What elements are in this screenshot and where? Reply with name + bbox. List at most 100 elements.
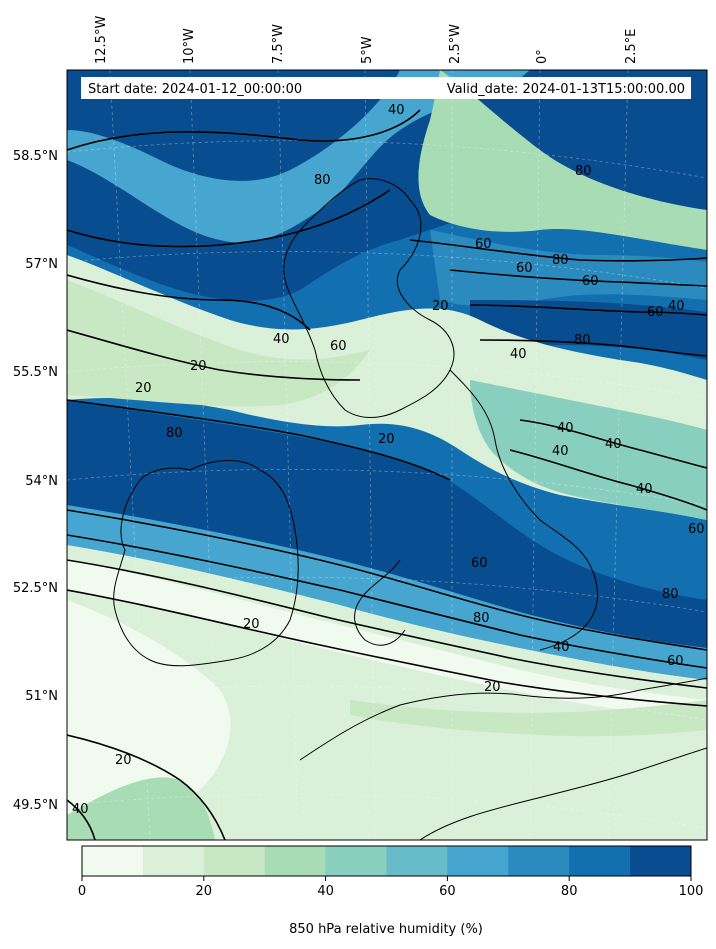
contour-line: [67, 534, 707, 669]
humidity-band-south-edge: [67, 505, 707, 680]
graticule-meridian: [607, 70, 629, 840]
contour-line: [449, 269, 707, 287]
colorbar-cell: [203, 846, 266, 876]
contour-line: [67, 189, 391, 248]
contour-label: 20: [432, 299, 449, 314]
contour-label: 80: [574, 333, 591, 348]
longitude-label: 7.5°W: [271, 24, 286, 64]
graticule-meridian: [189, 70, 221, 840]
contour-label: 20: [190, 359, 207, 374]
contour-line: [67, 799, 96, 840]
start-date-label: Start date: 2024-01-12_00:00:00: [88, 82, 302, 97]
contour-line: [67, 329, 361, 381]
humidity-band-south-pale2: [350, 700, 707, 737]
contour-label: 60: [475, 237, 492, 252]
contour-line: [67, 559, 707, 689]
contour-line: [67, 274, 311, 331]
contour-line: [479, 339, 707, 357]
humidity-band-south-pale: [67, 560, 707, 720]
colorbar-tick-label: 100: [679, 884, 704, 899]
colorbar-cell: [142, 846, 205, 876]
graticule: [67, 70, 707, 840]
contour-label: 40: [636, 482, 653, 497]
contour-line: [469, 304, 707, 316]
humidity-band-southwest-mid: [67, 777, 215, 840]
contour-line: [67, 399, 451, 481]
longitude-label: 0°: [535, 49, 550, 64]
contour-label: 60: [330, 339, 347, 354]
graticule-meridian: [529, 70, 541, 840]
contour-label: 40: [273, 332, 290, 347]
humidity-band-channel-mid: [430, 230, 707, 306]
contour-label: 20: [484, 680, 501, 695]
longitude-label: 2.5°W: [448, 24, 463, 64]
colorbar-cell: [264, 846, 327, 876]
colorbar-cells: [82, 846, 692, 876]
coastline-ireland: [113, 460, 299, 667]
latitude-labels: 58.5°N 57°N 55.5°N 54°N 52.5°N 51°N 49.5…: [13, 149, 58, 813]
map-frame: [66, 69, 708, 841]
graticule-meridian: [109, 70, 151, 840]
coastline-scotland: [283, 178, 455, 418]
contour-label: 40: [553, 640, 570, 655]
latitude-label: 55.5°N: [13, 365, 58, 380]
contour-labels: 40 80 80 60 60 60 40 40 20 80 40 20 20 2…: [72, 103, 705, 817]
contour-line: [519, 419, 707, 469]
contours: [67, 109, 707, 840]
latitude-label: 57°N: [25, 257, 58, 272]
contour-label: 60: [471, 556, 488, 571]
valid-date-label: Valid_date: 2024-01-13T15:00:00.00: [447, 82, 685, 97]
coastlines: [113, 178, 707, 840]
contour-label: 80: [575, 164, 592, 179]
contour-label: 40: [557, 421, 574, 436]
colorbar-tick-label: 80: [561, 884, 578, 899]
humidity-band-southwest-pale: [67, 600, 231, 815]
contour-label: 80: [552, 253, 569, 268]
colorbar-cell: [386, 846, 448, 876]
humidity-band-north-light: [418, 70, 707, 250]
contour-label: 60: [688, 522, 705, 537]
contour-label: 80: [662, 587, 679, 602]
humidity-band-central-pale: [67, 280, 370, 407]
colorbar-cell: [508, 846, 570, 876]
humidity-band-south-dark: [67, 400, 707, 660]
colorbar-ticks: 0 20 40 60 80 100: [78, 876, 704, 899]
coastline-france: [419, 747, 707, 840]
colorbar-cell: [82, 846, 144, 876]
coastline-wales: [354, 559, 406, 646]
latitude-label: 51°N: [25, 689, 58, 704]
contour-label: 40: [552, 444, 569, 459]
contour-line: [67, 589, 707, 707]
contour-label: 80: [166, 426, 183, 441]
colorbar-tick-label: 60: [439, 884, 456, 899]
map-panel: 40 80 80 60 60 60 40 40 20 80 40 20 20 2…: [67, 70, 707, 840]
longitude-label: 2.5°E: [624, 29, 639, 64]
contour-label: 40: [510, 347, 527, 362]
contour-label: 60: [582, 274, 599, 289]
longitude-label: 10°W: [182, 28, 197, 64]
colorbar-tick-label: 20: [196, 884, 213, 899]
humidity-fill: [67, 70, 707, 840]
colorbar: 0 20 40 60 80 100 850 hPa relative humidity (…: [78, 845, 704, 937]
humidity-band-central-mid: [470, 380, 707, 520]
humidity-band-north-mid: [67, 70, 530, 243]
contour-label: 20: [115, 753, 132, 768]
contour-line: [409, 239, 707, 262]
coastline-south: [299, 677, 707, 761]
colorbar-tick-label: 40: [317, 884, 334, 899]
longitude-label: 5°W: [360, 36, 375, 64]
colorbar-cell: [630, 846, 692, 876]
contour-label: 80: [473, 611, 490, 626]
contour-line: [67, 734, 226, 840]
contour-label: 20: [378, 432, 395, 447]
contour-label: 40: [72, 802, 89, 817]
contour-label: 60: [667, 654, 684, 669]
longitude-label: 12.5°W: [94, 16, 109, 64]
latitude-label: 58.5°N: [13, 149, 58, 164]
graticule-meridian: [277, 70, 299, 840]
contour-label: 40: [668, 299, 685, 314]
contour-label: 60: [647, 305, 664, 320]
coastline-england-east: [449, 369, 598, 651]
humidity-band-north-sea-dark: [470, 300, 707, 360]
